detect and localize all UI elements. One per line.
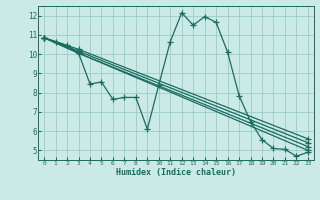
X-axis label: Humidex (Indice chaleur): Humidex (Indice chaleur) [116,168,236,177]
